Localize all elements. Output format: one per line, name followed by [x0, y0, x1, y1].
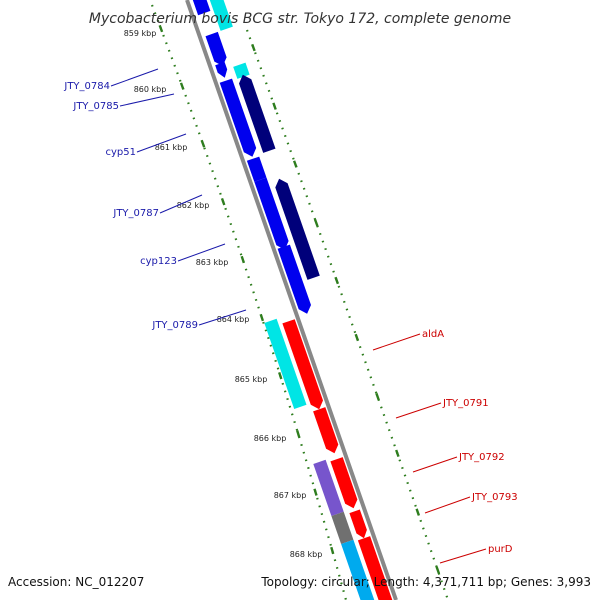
gene-label-alda: aldA: [422, 329, 444, 340]
gene-feature-3: [205, 31, 227, 66]
right-leader-line: [412, 456, 458, 473]
gene-feature-2: [192, 0, 211, 16]
gene-feature-7: [219, 78, 257, 157]
left-leader-line: [198, 309, 247, 326]
gene-label-jty_0791: JTY_0791: [442, 398, 489, 409]
gene-label-jty_0787: JTY_0787: [112, 208, 159, 219]
genome-summary: Topology: circular; Length: 4,371,711 bp…: [260, 575, 591, 589]
major-tick: [334, 276, 340, 285]
gene-label-cyp51: cyp51: [106, 147, 137, 158]
gene-feature-20: [341, 539, 375, 600]
gene-label-jty_0793: JTY_0793: [471, 492, 518, 503]
gene-label-cyp123: cyp123: [140, 256, 177, 267]
kbp-label-10: 868 kbp: [290, 550, 323, 559]
major-tick: [200, 140, 206, 148]
kbp-label-6: 864 kbp: [217, 315, 250, 324]
gene-label-purd: purD: [488, 544, 513, 555]
reverse-strand-labels: JTY_0784 JTY_0785 cyp51 JTY_0787 cyp123 JTY_0…: [63, 68, 247, 331]
gene-feature-5: [233, 62, 250, 79]
kbp-label-5: 863 kbp: [196, 258, 229, 267]
left-leader-line: [119, 93, 175, 107]
gene-label-jty_0784: JTY_0784: [63, 81, 110, 92]
gene-feature-12: [282, 319, 323, 410]
left-leader-line: [110, 68, 159, 87]
gene-label-jty_0785: JTY_0785: [72, 101, 119, 112]
kbp-label-3: 861 kbp: [155, 143, 188, 152]
major-tick: [395, 449, 400, 457]
major-tick: [435, 566, 441, 574]
gene-feature-19: [357, 536, 393, 600]
accession-label: Accession: NC_012207: [8, 575, 144, 589]
gene-feature-18: [331, 511, 354, 544]
left-leader-line: [159, 194, 203, 214]
major-tick: [179, 82, 185, 90]
kbp-label-1: 859 kbp: [124, 29, 157, 38]
right-leader-line: [439, 548, 487, 564]
right-leader-line: [424, 496, 471, 514]
kbp-scale: 859 kbp 860 kbp 861 kbp 862 kbp 863 kbp 864 k…: [124, 29, 323, 559]
gene-feature-1: [209, 0, 233, 31]
major-tick: [296, 430, 301, 438]
major-tick: [220, 198, 226, 206]
major-tick: [292, 160, 298, 168]
gene-feature-14: [313, 407, 339, 454]
kbp-label-4: 862 kbp: [177, 201, 210, 210]
major-tick: [272, 102, 277, 110]
major-tick: [313, 488, 318, 496]
major-tick: [330, 546, 335, 555]
gene-label-jty_0789: JTY_0789: [151, 320, 198, 331]
left-leader-line: [136, 133, 187, 153]
forward-strand-labels: aldA JTY_0791 JTY_0792 JTY_0793 purD: [372, 329, 518, 564]
genome-backbone: [185, 0, 398, 600]
map-title: Mycobacterium bovis BCG str. Tokyo 172, …: [89, 11, 511, 27]
major-tick: [313, 218, 319, 227]
major-tick: [240, 255, 246, 264]
kbp-label-9: 867 kbp: [274, 491, 307, 500]
major-tick: [251, 43, 256, 52]
gene-label-jty_0792: JTY_0792: [458, 452, 505, 463]
gene-feature-4: [215, 62, 228, 78]
left-leader-line: [177, 243, 226, 262]
gene-feature-10: [275, 178, 320, 280]
gene-feature-11: [277, 244, 311, 314]
right-leader-line: [372, 333, 421, 351]
major-tick: [259, 313, 265, 322]
gene-feature-16: [313, 459, 344, 516]
major-tick: [354, 333, 360, 342]
gene-feature-15: [330, 457, 358, 509]
outer-tick-track: [245, 29, 450, 600]
inner-tick-track: [150, 4, 348, 600]
major-tick: [415, 508, 421, 516]
gene-feature-6: [239, 74, 276, 153]
gene-feature-17: [349, 509, 367, 539]
kbp-label-2: 860 kbp: [134, 85, 167, 94]
right-leader-line: [395, 402, 442, 419]
major-tick: [278, 372, 283, 380]
kbp-label-8: 866 kbp: [254, 434, 287, 443]
feature-track: [192, 0, 393, 600]
gene-feature-9: [254, 177, 289, 250]
gene-feature-13: [264, 318, 307, 409]
major-tick: [375, 392, 380, 401]
major-tick: [158, 24, 164, 33]
kbp-label-7: 865 kbp: [235, 375, 268, 384]
gene-feature-8: [246, 156, 267, 182]
